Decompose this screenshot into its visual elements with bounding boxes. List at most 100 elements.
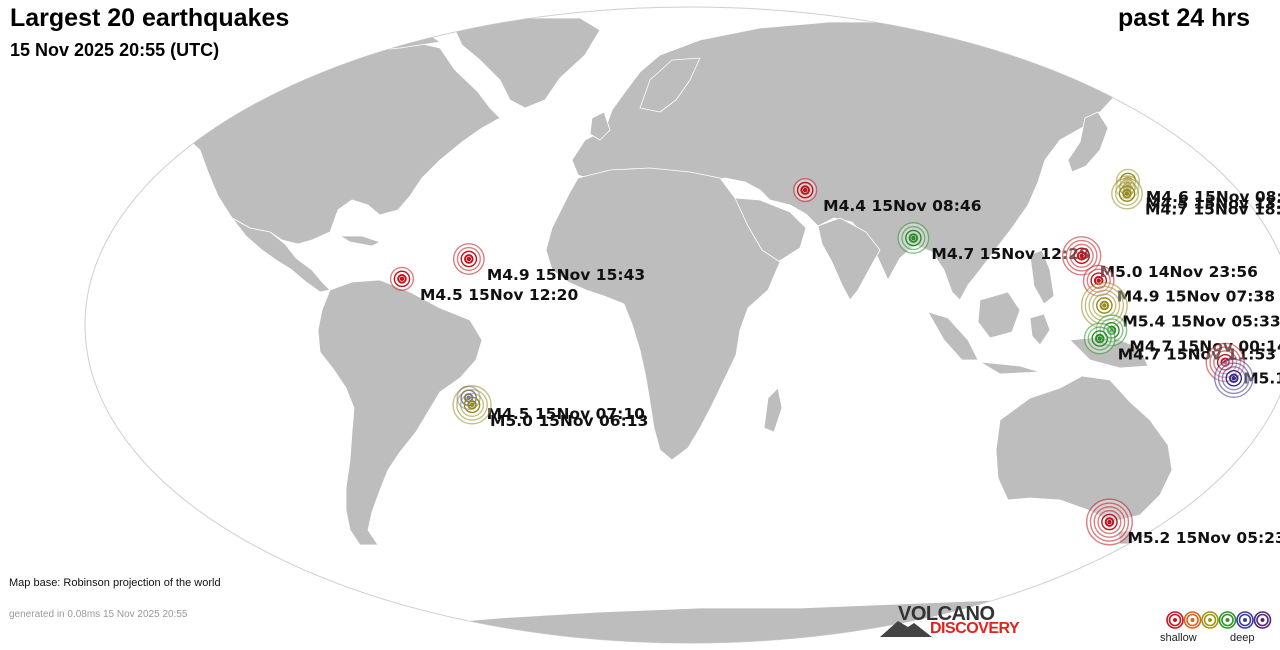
legend-dot	[1208, 618, 1212, 622]
quake-ring	[460, 250, 478, 268]
earthquake-marker[interactable]	[793, 178, 818, 203]
earthquake-marker[interactable]	[897, 222, 930, 254]
legend-ring	[1203, 613, 1217, 627]
quake-ring	[1101, 513, 1118, 531]
legend-ring	[1238, 613, 1252, 627]
quake-center-dot	[802, 187, 808, 193]
earthquake-marker[interactable]	[1115, 168, 1141, 193]
legend-ring	[1166, 611, 1184, 629]
legend-dot	[1190, 618, 1195, 622]
earthquake-label: M4.6 15Nov 08:07	[1146, 188, 1280, 206]
mountain-icon	[880, 621, 932, 637]
page-subtitle: 15 Nov 2025 20:55 (UTC)	[10, 40, 220, 60]
earthquake-label: M4.4 15Nov 08:46	[823, 197, 981, 215]
earthquake-label: M5.4 15Nov 05:33	[1122, 312, 1280, 330]
earthquake-label: M4.5 15Nov 07:10	[487, 405, 646, 423]
quake-ring	[1122, 188, 1132, 199]
quake-ring	[1091, 330, 1109, 347]
philippines	[1029, 249, 1055, 305]
borneo	[977, 291, 1021, 339]
earthquake-marker[interactable]	[1061, 236, 1102, 276]
legend-ring	[1186, 613, 1199, 627]
earthquake-marker[interactable]	[1085, 498, 1133, 546]
earthquake-label: M4.5 15Nov 13:31	[1145, 194, 1280, 212]
depth-legend: shallow deep	[1160, 608, 1280, 648]
india	[817, 217, 881, 301]
quake-ring	[901, 225, 926, 251]
quake-ring	[1093, 275, 1104, 286]
volcano-discovery-logo[interactable]: VOLCANO DISCOVERY	[880, 603, 1040, 643]
japan	[1067, 111, 1109, 173]
java	[979, 361, 1041, 375]
earthquake-marker[interactable]	[1083, 322, 1116, 355]
legend-shallow-label: shallow	[1160, 632, 1197, 644]
earthquake-markers: M4.6 15Nov 08:07M4.5 15Nov 13:31M4.7 15N…	[389, 168, 1280, 547]
quake-center-dot	[1124, 191, 1130, 196]
legend-dot	[1260, 618, 1265, 622]
earthquake-label: M4.7 15Nov 12:28	[931, 245, 1089, 263]
earthquake-label: M4.9 15Nov 15:43	[487, 266, 645, 284]
quake-ring	[1225, 369, 1243, 387]
quake-ring	[1096, 297, 1113, 314]
legend-deep-label: deep	[1230, 632, 1255, 644]
quake-ring	[908, 233, 919, 243]
eurasia	[571, 21, 1201, 301]
earthquake-label: M5.0 14Nov 23:56	[1100, 263, 1258, 281]
quake-ring	[1118, 185, 1136, 202]
earthquake-marker[interactable]	[452, 385, 492, 425]
depth-legend-rings	[1166, 611, 1272, 629]
quake-ring	[467, 400, 477, 410]
earthquake-marker[interactable]	[1214, 358, 1254, 398]
legend-dot	[1173, 618, 1177, 622]
quake-center-dot	[1107, 519, 1112, 525]
quake-ring	[1089, 502, 1130, 542]
quake-center-dot	[1096, 278, 1101, 283]
legend-ring	[1253, 611, 1272, 629]
quake-ring	[1217, 362, 1250, 395]
quake-center-dot	[466, 256, 472, 262]
quake-ring	[456, 246, 481, 272]
quake-ring	[1221, 366, 1246, 391]
quake-ring	[1076, 250, 1087, 261]
legend-ring	[1201, 611, 1219, 629]
quake-ring	[1228, 373, 1239, 384]
legend-ring	[1183, 611, 1202, 629]
earthquake-marker[interactable]	[389, 266, 415, 291]
earthquake-label: M5.2 15Nov 05:23	[1127, 529, 1280, 547]
earthquake-marker[interactable]	[452, 243, 485, 275]
legend-dot	[1225, 618, 1230, 622]
quake-ring	[1099, 300, 1110, 311]
earthquake-label: M4.7 15Nov 18:06	[1145, 201, 1280, 219]
quake-ring	[1093, 506, 1126, 538]
quake-ring	[459, 392, 485, 417]
earthquake-marker[interactable]	[1111, 177, 1143, 210]
quake-ring	[1094, 333, 1105, 344]
quake-ring	[1114, 181, 1140, 206]
quake-ring	[1069, 243, 1094, 268]
earthquake-label: M4.7 15Nov 11:53	[1118, 345, 1276, 363]
south-america	[317, 279, 483, 546]
quake-ring	[796, 181, 814, 199]
quake-ring	[456, 388, 488, 421]
generated-note: generated in 0.08ms 15 Nov 2025 20:55	[9, 609, 188, 620]
quake-ring	[1087, 326, 1112, 351]
quake-ring	[1065, 239, 1098, 272]
sumatra	[927, 311, 979, 361]
quake-ring	[397, 274, 407, 284]
quake-ring	[1104, 517, 1115, 527]
page-title: Largest 20 earthquakes	[10, 4, 290, 32]
madagascar	[763, 387, 783, 433]
sulawesi	[1029, 313, 1051, 346]
quake-ring	[800, 185, 810, 195]
cuba	[339, 235, 381, 247]
legend-ring	[1168, 613, 1182, 627]
quake-center-dot	[1231, 376, 1236, 381]
quake-ring	[1209, 346, 1242, 379]
earthquake-label: M4.5 15Nov 12:20	[420, 286, 579, 304]
legend-ring	[1236, 611, 1254, 629]
legend-dot	[1243, 618, 1247, 622]
logo-line2: DISCOVERY	[930, 620, 1020, 637]
scandinavia	[639, 57, 701, 113]
quake-ring	[464, 254, 474, 264]
